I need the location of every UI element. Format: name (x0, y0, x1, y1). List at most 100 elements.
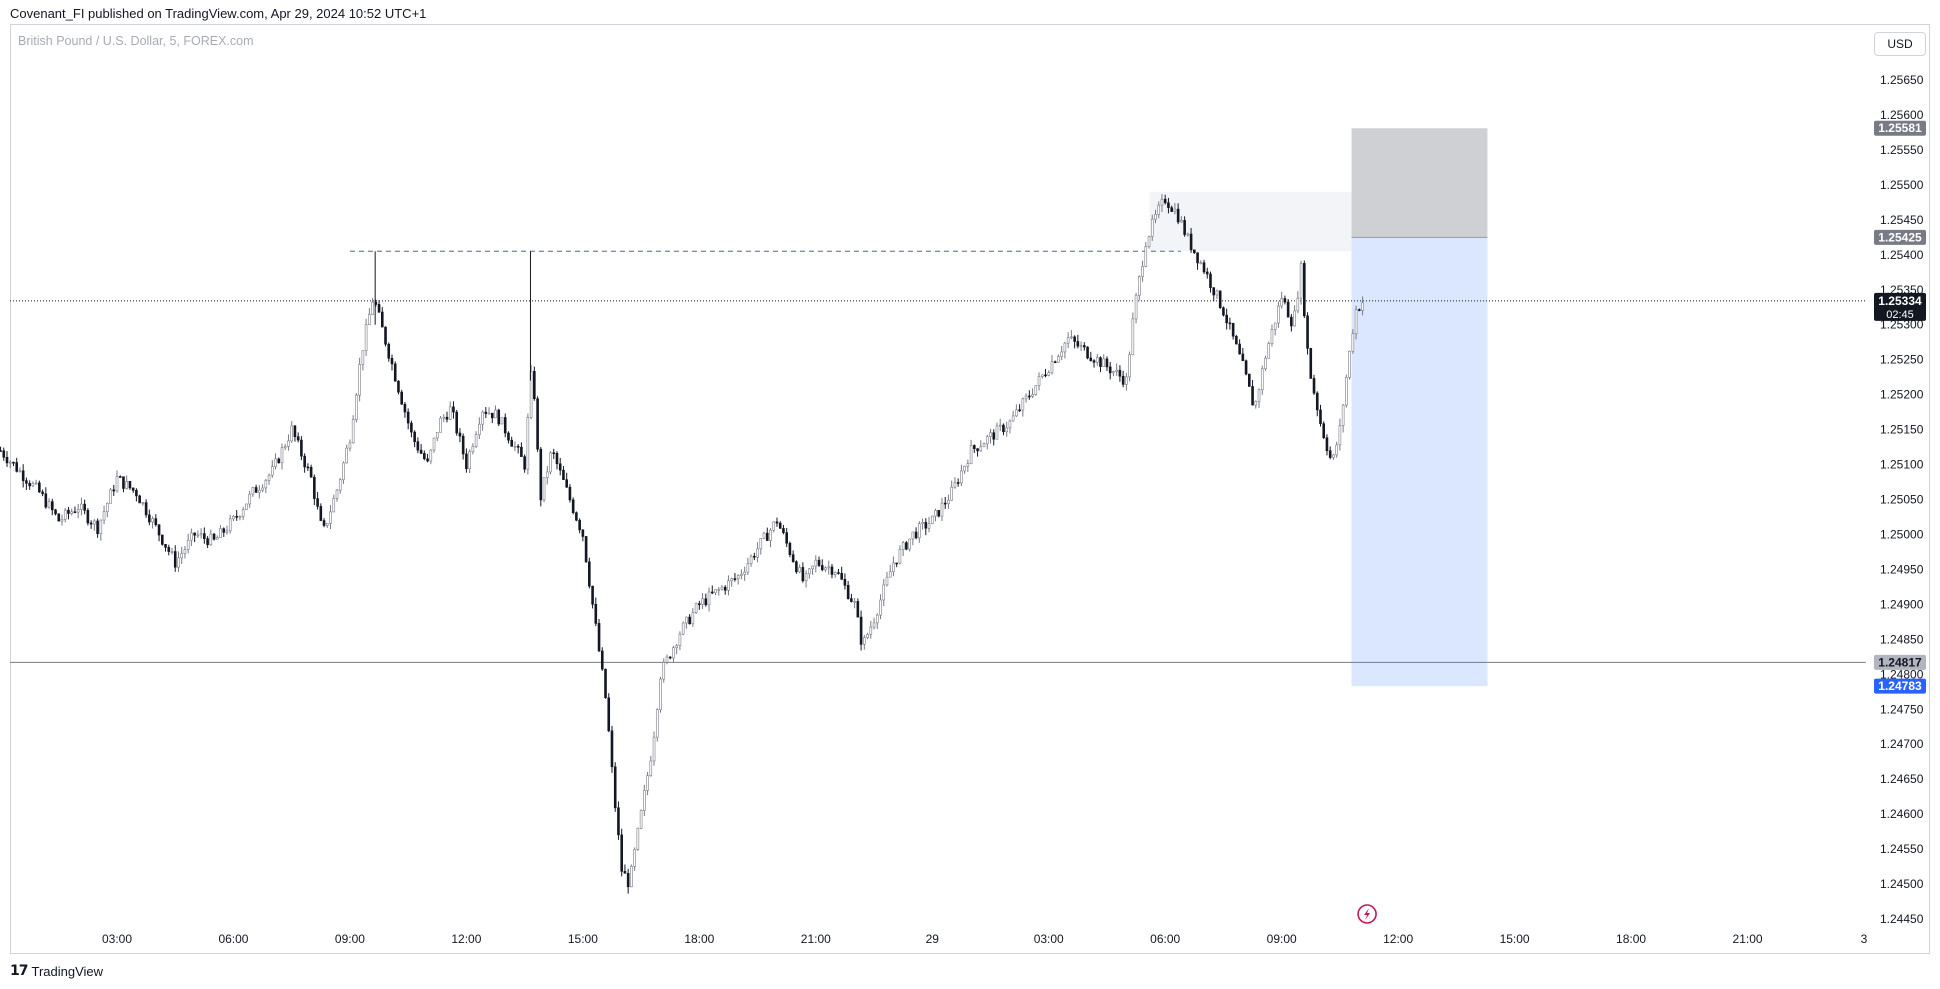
price-tick-label: 1.24700 (1880, 737, 1924, 751)
candle-body (0, 450, 2, 452)
candle-body (769, 529, 772, 541)
candle-body (1273, 322, 1277, 330)
candle-body (248, 493, 251, 505)
candle-body (736, 575, 740, 579)
candle-body (1358, 309, 1361, 311)
candle-body (1008, 420, 1012, 429)
candle-body (1060, 351, 1063, 357)
symbol-legend[interactable]: British Pound / U.S. Dollar, 5, FOREX.co… (18, 34, 254, 48)
candle-body (1112, 371, 1115, 374)
candle-body (1163, 198, 1167, 204)
candle-body (432, 437, 436, 451)
candle-body (533, 370, 536, 400)
candle-body (465, 453, 468, 469)
price-tick-label: 1.25150 (1880, 423, 1924, 437)
currency-button[interactable]: USD (1874, 32, 1926, 56)
candle-body (558, 463, 562, 471)
candle-body (60, 518, 64, 522)
candle-body (122, 476, 125, 489)
candle-body (720, 586, 724, 590)
candle-body (892, 562, 895, 572)
candle-body (1021, 398, 1025, 411)
time-tick-label: 29 (926, 932, 940, 946)
price-tick-label: 1.25450 (1880, 213, 1924, 227)
candle-body (118, 476, 122, 478)
candle-body (659, 678, 662, 710)
candle-body (1167, 202, 1170, 208)
price-label-box (1874, 292, 1926, 321)
candle-body (1160, 198, 1164, 206)
candle-body (623, 871, 627, 874)
candle-body (820, 565, 824, 571)
candle-body (856, 601, 860, 618)
candle-body (830, 566, 834, 575)
candle-body (1280, 298, 1283, 307)
candle-body (128, 481, 132, 489)
candle-body (662, 661, 666, 680)
price-tick-label: 1.25650 (1880, 73, 1924, 87)
candle-body (643, 790, 646, 811)
time-tick-label: 06:00 (1150, 932, 1180, 946)
candle-body (833, 572, 837, 575)
candle-body (960, 470, 963, 484)
candle-body (701, 598, 704, 605)
candle-body (164, 544, 167, 548)
highlight-box[interactable] (1149, 191, 1352, 252)
price-tick-label: 1.25050 (1880, 493, 1924, 507)
candle-body (578, 519, 581, 531)
candle-body (1002, 424, 1005, 433)
candle-body (277, 458, 281, 464)
candle-body (1205, 271, 1209, 275)
candle-body (1196, 252, 1199, 264)
price-tick-label: 1.25600 (1880, 108, 1924, 122)
candle-body (827, 566, 831, 569)
candle-body (215, 537, 219, 540)
candle-body (190, 532, 193, 541)
price-tick-label: 1.25300 (1880, 318, 1924, 332)
candle-body (798, 567, 801, 573)
candle-body (112, 489, 116, 492)
candle-body (102, 511, 106, 521)
candle-body (1105, 358, 1109, 368)
candle-body (261, 487, 264, 491)
candle-body (685, 616, 688, 624)
time-axis[interactable]: 03:00 06:00 09:00 12:00 15:00 18:00 21:00 29 03:… (102, 932, 1868, 946)
lightning-event-icon[interactable] (1357, 904, 1377, 924)
candle-body (293, 425, 297, 437)
price-label-box (1874, 678, 1926, 694)
candle-body (1118, 369, 1122, 377)
candle-body (1066, 337, 1070, 344)
candle-body (1037, 376, 1041, 386)
candle-body (70, 511, 74, 514)
candle-body (804, 573, 808, 582)
candle-body (626, 872, 630, 888)
candle-body (1202, 262, 1206, 273)
tradingview-brand[interactable]: 17 TradingView (10, 963, 103, 979)
candle-body (429, 449, 433, 462)
candle-body (571, 499, 575, 513)
candle-body (322, 520, 326, 526)
candle-body (1351, 333, 1355, 352)
candle-body (131, 487, 135, 491)
time-tick-label: 09:00 (1267, 932, 1297, 946)
candle-body (1157, 204, 1161, 215)
chart-frame (10, 24, 1930, 954)
candle-body (403, 403, 407, 413)
candle-body (481, 411, 484, 425)
candle-body (342, 462, 345, 481)
price-axis[interactable]: 1.25650 1.25600 1.25550 1.25500 1.25450 1.254… (1880, 73, 1924, 926)
candle-body (1040, 374, 1044, 377)
take-profit-zone[interactable] (1351, 237, 1488, 687)
position-tool-zones[interactable] (1149, 128, 1488, 687)
candle-body (18, 470, 22, 473)
candle-body (125, 481, 129, 489)
stop-loss-zone[interactable] (1351, 128, 1488, 238)
candle-body (67, 509, 70, 514)
price-label-box (1874, 229, 1926, 245)
candle-body (545, 471, 549, 478)
candle-body (390, 357, 394, 365)
candle-body (937, 510, 941, 517)
candle-body (313, 476, 316, 499)
